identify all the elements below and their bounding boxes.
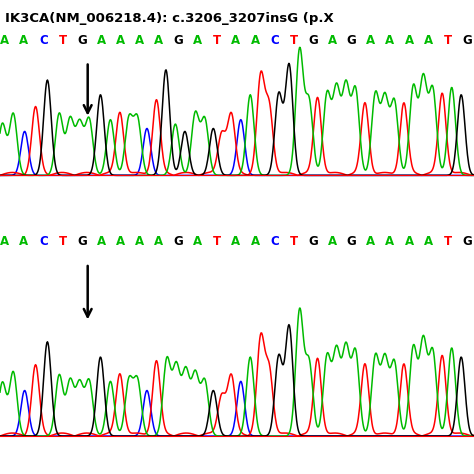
Text: A: A	[385, 235, 394, 248]
Text: A: A	[250, 34, 260, 47]
Text: A: A	[366, 235, 375, 248]
Text: A: A	[231, 34, 240, 47]
Text: A: A	[250, 235, 260, 248]
Text: G: G	[77, 34, 87, 47]
Text: C: C	[39, 235, 47, 248]
Text: A: A	[135, 34, 144, 47]
Text: A: A	[193, 235, 202, 248]
Text: A: A	[154, 235, 164, 248]
Text: T: T	[290, 34, 298, 47]
Text: C: C	[39, 34, 47, 47]
Text: A: A	[404, 34, 414, 47]
Text: T: T	[58, 235, 66, 248]
Text: C: C	[270, 34, 279, 47]
Text: C: C	[270, 235, 279, 248]
Text: G: G	[308, 235, 318, 248]
Text: T: T	[212, 34, 220, 47]
Text: A: A	[328, 34, 337, 47]
Text: G: G	[173, 34, 183, 47]
Text: T: T	[444, 34, 452, 47]
Text: A: A	[404, 235, 414, 248]
Text: T: T	[58, 34, 66, 47]
Text: A: A	[366, 34, 375, 47]
Text: T: T	[212, 235, 220, 248]
Text: IK3CA(NM_006218.4): c.3206_3207insG (p.X: IK3CA(NM_006218.4): c.3206_3207insG (p.X	[5, 12, 334, 25]
Text: A: A	[19, 34, 28, 47]
Text: G: G	[462, 235, 472, 248]
Text: A: A	[154, 34, 164, 47]
Text: G: G	[77, 235, 87, 248]
Text: A: A	[193, 34, 202, 47]
Text: A: A	[424, 34, 433, 47]
Text: G: G	[346, 235, 356, 248]
Text: A: A	[385, 34, 394, 47]
Text: A: A	[19, 235, 28, 248]
Text: A: A	[0, 235, 9, 248]
Text: A: A	[231, 235, 240, 248]
Text: A: A	[135, 235, 144, 248]
Text: G: G	[462, 34, 472, 47]
Text: A: A	[0, 34, 9, 47]
Text: G: G	[308, 34, 318, 47]
Text: A: A	[328, 235, 337, 248]
Text: A: A	[116, 235, 125, 248]
Text: G: G	[346, 34, 356, 47]
Text: A: A	[96, 34, 106, 47]
Text: A: A	[116, 34, 125, 47]
Text: G: G	[173, 235, 183, 248]
Text: T: T	[444, 235, 452, 248]
Text: A: A	[96, 235, 106, 248]
Text: A: A	[424, 235, 433, 248]
Text: T: T	[290, 235, 298, 248]
